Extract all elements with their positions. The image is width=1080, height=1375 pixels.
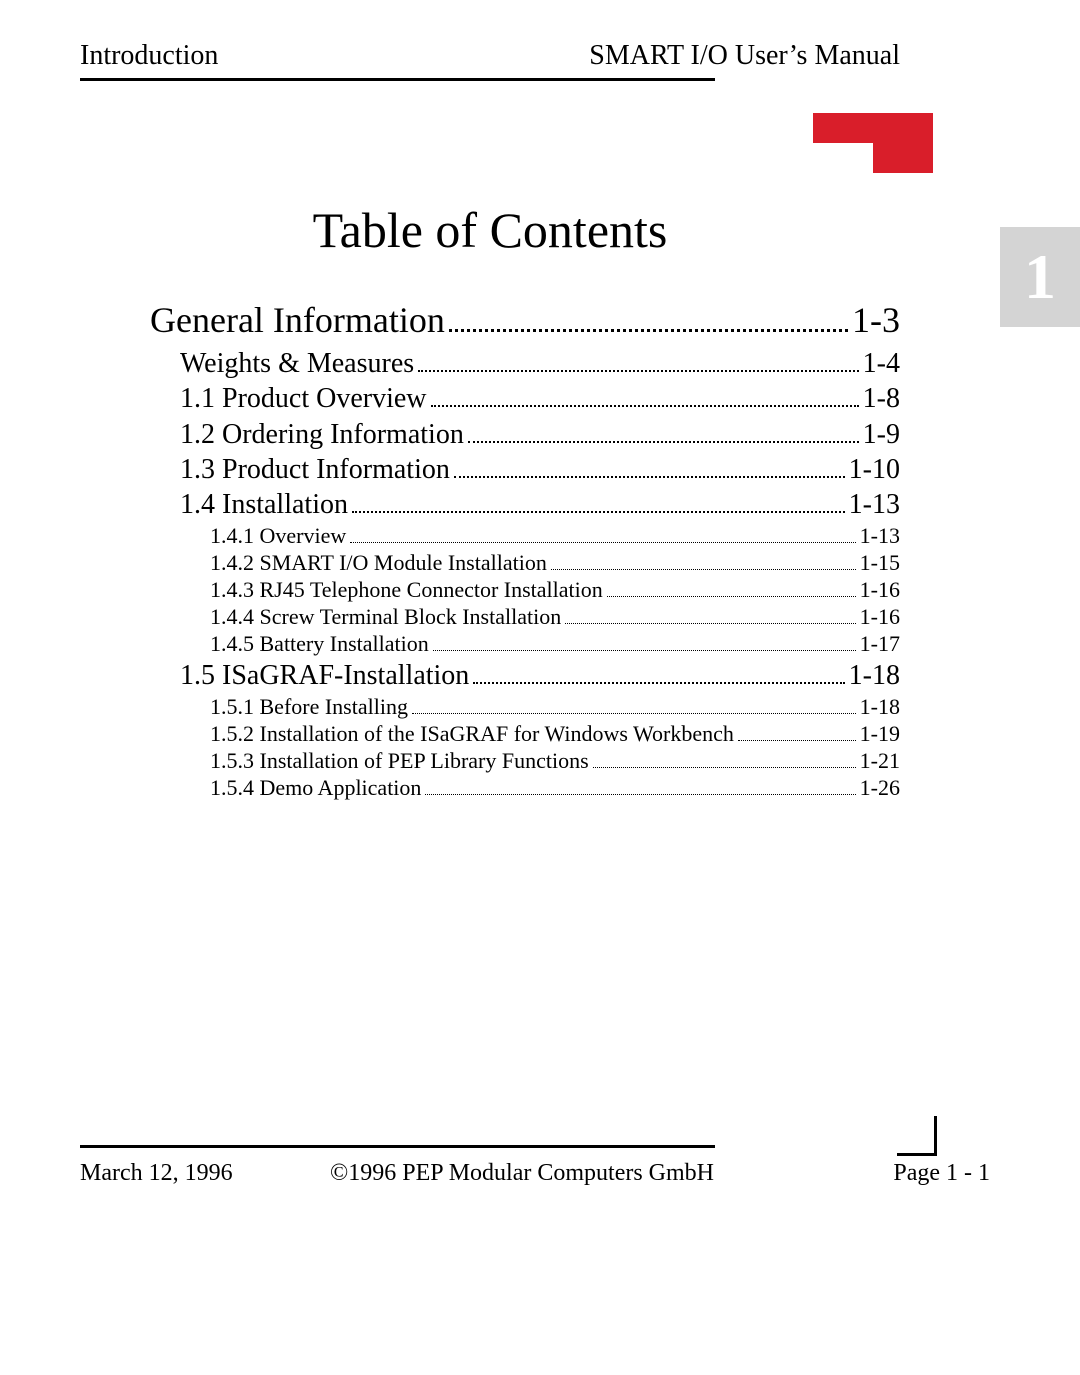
toc-leader — [449, 300, 848, 332]
toc-label: 1.4.3 RJ45 Telephone Connector Installat… — [210, 577, 603, 603]
toc-entry: 1.5.1 Before Installing 1-18 — [210, 694, 900, 720]
page-header: Introduction SMART I/O User’s Manual — [80, 40, 900, 72]
page-footer: March 12, 1996 ©1996 PEP Modular Compute… — [80, 1160, 990, 1187]
toc-entry: 1.4.1 Overview 1-13 — [210, 523, 900, 549]
toc-label: 1.1 Product Overview — [180, 383, 427, 415]
toc-leader — [551, 550, 856, 570]
toc-leader — [473, 659, 844, 684]
toc-page: 1-3 — [852, 299, 900, 341]
toc-entry: 1.1 Product Overview 1-8 — [180, 382, 900, 415]
header-rule — [80, 78, 715, 81]
toc-leader — [433, 631, 856, 651]
toc-entry: 1.2 Ordering Information 1-9 — [180, 417, 900, 450]
toc-page: 1-18 — [849, 660, 900, 692]
toc-leader — [412, 694, 856, 714]
toc-label: 1.4.1 Overview — [210, 523, 346, 549]
toc-label: 1.4.4 Screw Terminal Block Installation — [210, 604, 561, 630]
toc-leader — [607, 577, 856, 597]
toc-leader — [425, 775, 855, 795]
toc-page: 1-26 — [860, 775, 900, 801]
toc-entry: 1.3 Product Information 1-10 — [180, 453, 900, 486]
footer-date: March 12, 1996 — [80, 1160, 320, 1187]
table-of-contents: General Information 1-3 Weights & Measures… — [80, 299, 900, 801]
toc-entry: 1.4.4 Screw Terminal Block Installation 1… — [210, 604, 900, 630]
toc-page: 1-13 — [849, 489, 900, 521]
footer-rule — [80, 1145, 715, 1148]
toc-label: 1.4.2 SMART I/O Module Installation — [210, 550, 547, 576]
footer-copyright: ©1996 PEP Modular Computers GmbH — [320, 1160, 893, 1187]
toc-label: 1.5.4 Demo Application — [210, 775, 421, 801]
page-body: Introduction SMART I/O User’s Manual Tab… — [80, 40, 900, 802]
toc-label: 1.5.3 Installation of PEP Library Functi… — [210, 748, 589, 774]
toc-leader — [350, 523, 855, 543]
header-right: SMART I/O User’s Manual — [589, 40, 900, 72]
toc-entry: Weights & Measures 1-4 — [180, 347, 900, 380]
toc-leader — [565, 604, 855, 624]
toc-label: 1.5.1 Before Installing — [210, 694, 408, 720]
footer-page-number: Page 1 - 1 — [893, 1160, 990, 1187]
toc-page: 1-15 — [860, 550, 900, 576]
toc-page: 1-21 — [860, 748, 900, 774]
toc-page: 1-16 — [860, 604, 900, 630]
toc-label: 1.5 ISaGRAF-Installation — [180, 660, 469, 692]
toc-entry: 1.5.4 Demo Application 1-26 — [210, 775, 900, 801]
toc-entry: 1.5.2 Installation of the ISaGRAF for Wi… — [210, 721, 900, 747]
toc-leader — [593, 748, 856, 768]
toc-entry: 1.4 Installation 1-13 — [180, 488, 900, 521]
toc-page: 1-19 — [860, 721, 900, 747]
toc-entry: 1.5.3 Installation of PEP Library Functi… — [210, 748, 900, 774]
toc-page: 1-4 — [863, 348, 900, 380]
toc-entry: 1.4.3 RJ45 Telephone Connector Installat… — [210, 577, 900, 603]
toc-label: General Information — [150, 299, 445, 341]
toc-label: 1.3 Product Information — [180, 454, 450, 486]
toc-leader — [431, 382, 859, 407]
toc-page: 1-17 — [860, 631, 900, 657]
toc-leader — [352, 488, 845, 513]
header-left: Introduction — [80, 40, 218, 72]
toc-label: 1.2 Ordering Information — [180, 419, 464, 451]
toc-entry: 1.4.2 SMART I/O Module Installation 1-15 — [210, 550, 900, 576]
toc-page: 1-16 — [860, 577, 900, 603]
page-title: Table of Contents — [80, 201, 900, 259]
toc-label: 1.4.5 Battery Installation — [210, 631, 429, 657]
toc-leader — [454, 453, 845, 478]
chapter-tab: 1 — [1000, 227, 1080, 327]
toc-page: 1-18 — [860, 694, 900, 720]
toc-page: 1-9 — [863, 419, 900, 451]
toc-label: 1.5.2 Installation of the ISaGRAF for Wi… — [210, 721, 734, 747]
toc-page: 1-13 — [860, 523, 900, 549]
toc-label: 1.4 Installation — [180, 489, 348, 521]
toc-page: 1-10 — [849, 454, 900, 486]
toc-entry: General Information 1-3 — [150, 299, 900, 341]
toc-entry: 1.4.5 Battery Installation 1-17 — [210, 631, 900, 657]
crop-mark-icon — [897, 1116, 937, 1156]
toc-leader — [418, 347, 859, 372]
toc-leader — [738, 721, 856, 741]
toc-page: 1-8 — [863, 383, 900, 415]
toc-label: Weights & Measures — [180, 348, 414, 380]
toc-leader — [468, 417, 859, 442]
toc-entry: 1.5 ISaGRAF-Installation 1-18 — [180, 659, 900, 692]
